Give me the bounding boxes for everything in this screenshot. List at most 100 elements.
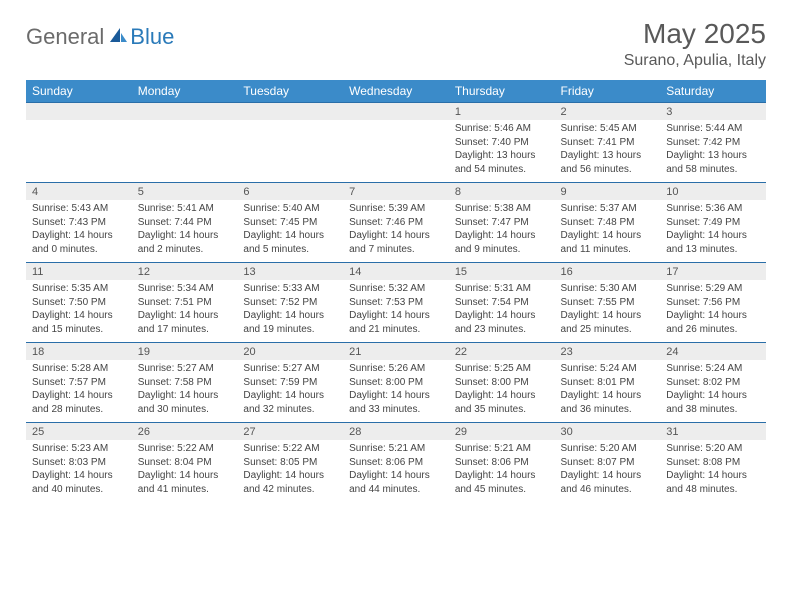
sunset-text: Sunset: 8:01 PM [561,376,655,390]
sunrise-text: Sunrise: 5:23 AM [32,442,126,456]
sunrise-text: Sunrise: 5:43 AM [32,202,126,216]
sunrise-text: Sunrise: 5:21 AM [349,442,443,456]
day-number-cell: 11 [26,263,132,281]
day-number-row: 18192021222324 [26,343,766,361]
daylight-text: Daylight: 13 hours and 56 minutes. [561,149,655,176]
day-number-row: 25262728293031 [26,423,766,441]
day-number-row: 123 [26,103,766,121]
sunset-text: Sunset: 7:47 PM [455,216,549,230]
day-number-cell [26,103,132,121]
day-info-cell: Sunrise: 5:43 AMSunset: 7:43 PMDaylight:… [26,200,132,263]
day-number-cell: 25 [26,423,132,441]
day-info-cell: Sunrise: 5:29 AMSunset: 7:56 PMDaylight:… [660,280,766,343]
weekday-header: Sunday [26,80,132,103]
sunrise-text: Sunrise: 5:27 AM [138,362,232,376]
sunset-text: Sunset: 8:05 PM [243,456,337,470]
day-info-cell: Sunrise: 5:24 AMSunset: 8:01 PMDaylight:… [555,360,661,423]
daylight-text: Daylight: 14 hours and 32 minutes. [243,389,337,416]
sunset-text: Sunset: 7:41 PM [561,136,655,150]
day-number-cell: 3 [660,103,766,121]
logo-text-general: General [26,24,104,50]
location: Surano, Apulia, Italy [624,52,766,70]
daylight-text: Daylight: 14 hours and 33 minutes. [349,389,443,416]
day-number-cell: 18 [26,343,132,361]
daylight-text: Daylight: 14 hours and 17 minutes. [138,309,232,336]
daylight-text: Daylight: 14 hours and 26 minutes. [666,309,760,336]
weekday-header-row: Sunday Monday Tuesday Wednesday Thursday… [26,80,766,103]
calendar-table: Sunday Monday Tuesday Wednesday Thursday… [26,80,766,502]
daylight-text: Daylight: 14 hours and 46 minutes. [561,469,655,496]
day-info-cell: Sunrise: 5:35 AMSunset: 7:50 PMDaylight:… [26,280,132,343]
daylight-text: Daylight: 14 hours and 28 minutes. [32,389,126,416]
sunrise-text: Sunrise: 5:25 AM [455,362,549,376]
day-info-row: Sunrise: 5:35 AMSunset: 7:50 PMDaylight:… [26,280,766,343]
day-info-cell: Sunrise: 5:41 AMSunset: 7:44 PMDaylight:… [132,200,238,263]
daylight-text: Daylight: 14 hours and 5 minutes. [243,229,337,256]
day-info-cell: Sunrise: 5:39 AMSunset: 7:46 PMDaylight:… [343,200,449,263]
day-info-cell [132,120,238,183]
sunset-text: Sunset: 8:04 PM [138,456,232,470]
day-info-cell: Sunrise: 5:44 AMSunset: 7:42 PMDaylight:… [660,120,766,183]
sunrise-text: Sunrise: 5:45 AM [561,122,655,136]
weekday-header: Wednesday [343,80,449,103]
sunrise-text: Sunrise: 5:46 AM [455,122,549,136]
daylight-text: Daylight: 13 hours and 58 minutes. [666,149,760,176]
day-number-cell: 17 [660,263,766,281]
sunset-text: Sunset: 7:59 PM [243,376,337,390]
sunset-text: Sunset: 7:49 PM [666,216,760,230]
daylight-text: Daylight: 14 hours and 13 minutes. [666,229,760,256]
day-info-cell: Sunrise: 5:26 AMSunset: 8:00 PMDaylight:… [343,360,449,423]
day-number-cell: 1 [449,103,555,121]
sunrise-text: Sunrise: 5:34 AM [138,282,232,296]
sunset-text: Sunset: 7:48 PM [561,216,655,230]
day-number-row: 45678910 [26,183,766,201]
sunset-text: Sunset: 7:46 PM [349,216,443,230]
day-number-cell: 30 [555,423,661,441]
day-number-cell [132,103,238,121]
day-number-cell: 10 [660,183,766,201]
day-info-cell: Sunrise: 5:31 AMSunset: 7:54 PMDaylight:… [449,280,555,343]
header: General Blue May 2025 Surano, Apulia, It… [26,18,766,70]
day-number-cell: 5 [132,183,238,201]
daylight-text: Daylight: 14 hours and 41 minutes. [138,469,232,496]
sunrise-text: Sunrise: 5:24 AM [561,362,655,376]
day-info-cell: Sunrise: 5:38 AMSunset: 7:47 PMDaylight:… [449,200,555,263]
sunset-text: Sunset: 7:42 PM [666,136,760,150]
day-info-cell: Sunrise: 5:20 AMSunset: 8:08 PMDaylight:… [660,440,766,502]
sunrise-text: Sunrise: 5:30 AM [561,282,655,296]
sunset-text: Sunset: 8:02 PM [666,376,760,390]
daylight-text: Daylight: 14 hours and 45 minutes. [455,469,549,496]
day-number-cell: 28 [343,423,449,441]
daylight-text: Daylight: 14 hours and 11 minutes. [561,229,655,256]
sunrise-text: Sunrise: 5:44 AM [666,122,760,136]
sunrise-text: Sunrise: 5:20 AM [561,442,655,456]
sunrise-text: Sunrise: 5:38 AM [455,202,549,216]
daylight-text: Daylight: 14 hours and 40 minutes. [32,469,126,496]
daylight-text: Daylight: 14 hours and 35 minutes. [455,389,549,416]
day-info-cell [237,120,343,183]
daylight-text: Daylight: 14 hours and 0 minutes. [32,229,126,256]
daylight-text: Daylight: 14 hours and 19 minutes. [243,309,337,336]
day-number-cell: 9 [555,183,661,201]
sunset-text: Sunset: 7:43 PM [32,216,126,230]
sunrise-text: Sunrise: 5:28 AM [32,362,126,376]
day-number-cell: 2 [555,103,661,121]
day-number-cell: 31 [660,423,766,441]
daylight-text: Daylight: 14 hours and 36 minutes. [561,389,655,416]
day-info-cell: Sunrise: 5:25 AMSunset: 8:00 PMDaylight:… [449,360,555,423]
sunset-text: Sunset: 7:45 PM [243,216,337,230]
sunrise-text: Sunrise: 5:36 AM [666,202,760,216]
weekday-header: Tuesday [237,80,343,103]
day-info-row: Sunrise: 5:23 AMSunset: 8:03 PMDaylight:… [26,440,766,502]
day-info-cell: Sunrise: 5:40 AMSunset: 7:45 PMDaylight:… [237,200,343,263]
sunset-text: Sunset: 7:51 PM [138,296,232,310]
sail-icon [108,26,128,49]
sunrise-text: Sunrise: 5:27 AM [243,362,337,376]
day-info-cell: Sunrise: 5:36 AMSunset: 7:49 PMDaylight:… [660,200,766,263]
sunset-text: Sunset: 8:06 PM [349,456,443,470]
day-number-row: 11121314151617 [26,263,766,281]
sunrise-text: Sunrise: 5:40 AM [243,202,337,216]
day-info-cell [343,120,449,183]
sunrise-text: Sunrise: 5:22 AM [138,442,232,456]
day-number-cell: 13 [237,263,343,281]
